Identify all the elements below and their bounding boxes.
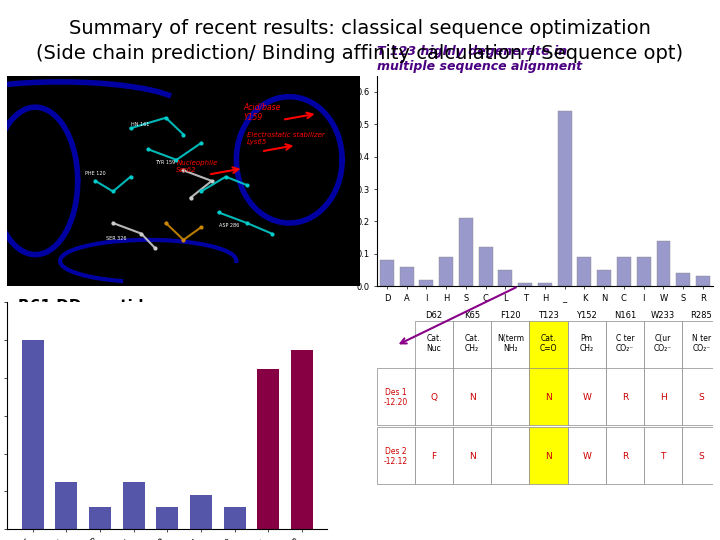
Text: W233: W233 (651, 312, 675, 320)
Bar (529, 321, 567, 370)
Text: C ter
CO₂⁻: C ter CO₂⁻ (616, 334, 634, 353)
Bar (377, 427, 415, 484)
Bar (122, 482, 145, 529)
Text: R61 DD-peptidase: R61 DD-peptidase (18, 299, 173, 314)
Bar (598, 270, 611, 286)
Bar (498, 270, 513, 286)
Bar (606, 321, 644, 370)
Text: SER 326: SER 326 (106, 236, 127, 241)
Bar (676, 273, 690, 286)
Bar (606, 368, 644, 425)
Text: Q: Q (431, 393, 438, 402)
Bar (696, 276, 710, 286)
Bar (415, 368, 453, 425)
Bar (22, 340, 44, 529)
Bar (439, 257, 453, 286)
Text: ASP 286: ASP 286 (219, 223, 239, 228)
Text: Cat.
Nuc: Cat. Nuc (426, 334, 441, 353)
Bar (479, 247, 492, 286)
Bar (400, 267, 413, 286)
Text: T123: T123 (538, 312, 559, 320)
Bar (683, 427, 720, 484)
Text: S: S (698, 452, 704, 461)
Bar (453, 427, 491, 484)
Bar (380, 260, 394, 286)
Text: K65: K65 (464, 312, 480, 320)
Bar (415, 427, 453, 484)
Text: Cat.
C=O: Cat. C=O (540, 334, 557, 353)
Text: Pm
CH₂: Pm CH₂ (580, 334, 594, 353)
Bar (644, 321, 683, 370)
Text: N161: N161 (614, 312, 636, 320)
Bar (224, 507, 246, 529)
Text: HN 161: HN 161 (130, 122, 149, 127)
Bar (606, 427, 644, 484)
Text: Acid/base
Y159: Acid/base Y159 (243, 103, 281, 123)
Text: Y152: Y152 (576, 312, 597, 320)
Text: W: W (582, 393, 591, 402)
Bar (491, 427, 529, 484)
Bar (558, 111, 572, 286)
Text: N: N (469, 393, 475, 402)
Bar (420, 280, 433, 286)
Text: Des 1
-12.20: Des 1 -12.20 (384, 388, 408, 407)
Bar (291, 350, 312, 529)
Bar (55, 482, 77, 529)
Bar (577, 257, 591, 286)
Text: R: R (622, 452, 628, 461)
Text: H: H (660, 393, 667, 402)
Text: W: W (582, 452, 591, 461)
Text: F: F (431, 452, 436, 461)
Bar (529, 427, 567, 484)
Bar (518, 283, 532, 286)
Text: N ter
CO₂⁻: N ter CO₂⁻ (692, 334, 711, 353)
Bar (491, 368, 529, 425)
Text: Cat.
CH₂: Cat. CH₂ (464, 334, 480, 353)
Text: S: S (698, 393, 704, 402)
Text: N: N (545, 393, 552, 402)
Bar (491, 321, 529, 370)
Bar (617, 257, 631, 286)
Bar (683, 368, 720, 425)
Bar (190, 495, 212, 529)
Bar (529, 368, 567, 425)
Text: D62: D62 (426, 312, 443, 320)
Text: PHE 120: PHE 120 (85, 171, 105, 176)
Text: TYR 159: TYR 159 (156, 160, 176, 165)
Text: Nucleophile
Ser62: Nucleophile Ser62 (176, 160, 218, 173)
Bar (644, 368, 683, 425)
Bar (567, 321, 606, 370)
Text: Summary of recent results: classical sequence optimization
(Side chain predictio: Summary of recent results: classical seq… (37, 19, 683, 63)
Text: T: T (660, 452, 666, 461)
Text: N: N (469, 452, 475, 461)
Text: F120: F120 (500, 312, 521, 320)
Bar (683, 321, 720, 370)
Bar (459, 218, 473, 286)
Bar (636, 257, 651, 286)
Bar (89, 507, 111, 529)
Bar (538, 283, 552, 286)
Bar (453, 368, 491, 425)
Bar (377, 368, 415, 425)
Text: Electrostatic stabilizer
Lys65: Electrostatic stabilizer Lys65 (247, 132, 325, 145)
Text: T 123 highly degenerate in
multiple sequence alignment: T 123 highly degenerate in multiple sequ… (377, 45, 582, 73)
Text: R285: R285 (690, 312, 712, 320)
Text: N(term
NH₂: N(term NH₂ (497, 334, 524, 353)
Bar (415, 321, 453, 370)
Text: N: N (545, 452, 552, 461)
Bar (657, 241, 670, 286)
Bar (156, 507, 179, 529)
Bar (257, 368, 279, 529)
Text: R: R (622, 393, 628, 402)
Bar (644, 427, 683, 484)
Text: C(ur
CO₂⁻: C(ur CO₂⁻ (654, 334, 672, 353)
Text: Des 2
-12.12: Des 2 -12.12 (384, 447, 408, 467)
Bar (567, 427, 606, 484)
Bar (453, 321, 491, 370)
Bar (567, 368, 606, 425)
